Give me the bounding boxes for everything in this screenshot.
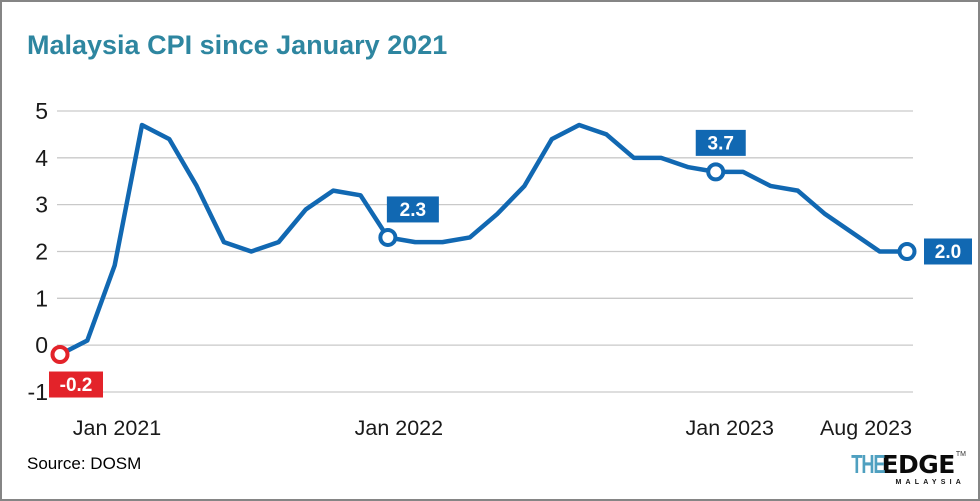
- y-axis-tick-label: 2: [35, 238, 48, 264]
- y-axis-tick-label: 4: [35, 145, 48, 171]
- y-axis-tick-label: 5: [35, 98, 48, 124]
- y-axis-tick-label: 1: [35, 285, 48, 311]
- data-point-marker: [378, 227, 398, 247]
- data-point-marker: [706, 162, 726, 182]
- data-label: -0.2: [60, 375, 93, 396]
- page-title: Malaysia CPI since January 2021: [27, 30, 448, 60]
- x-axis-tick-label: Jan 2022: [355, 416, 443, 440]
- the-edge-logo: THEEDGETM MALAYSIA: [837, 451, 966, 486]
- logo-the-text: THE: [851, 449, 885, 479]
- data-label: 2.3: [400, 200, 426, 221]
- source-note: Source: DOSM: [27, 454, 142, 473]
- cpi-line: [58, 122, 907, 357]
- data-label-box: [386, 196, 439, 223]
- data-label: 3.7: [708, 133, 734, 154]
- data-point-marker: [50, 345, 70, 365]
- y-axis-tick-label: 0: [35, 332, 48, 358]
- logo-edge-text: EDGE: [881, 450, 955, 479]
- data-label-box: [924, 238, 972, 265]
- x-axis-tick-label: Jan 2023: [686, 416, 775, 440]
- x-axis-tick-label: Aug 2023: [820, 416, 912, 440]
- y-axis-tick-label: 3: [35, 192, 48, 218]
- trademark-symbol: TM: [955, 451, 966, 458]
- y-axis-tick-label: -1: [28, 379, 48, 405]
- data-label-box: [695, 129, 746, 156]
- data-label-box: [49, 371, 103, 398]
- data-point-marker: [897, 241, 917, 261]
- logo-malaysia-text: MALAYSIA: [895, 479, 965, 486]
- x-axis-tick-label: Jan 2021: [73, 416, 161, 440]
- data-label: 2.0: [935, 242, 961, 263]
